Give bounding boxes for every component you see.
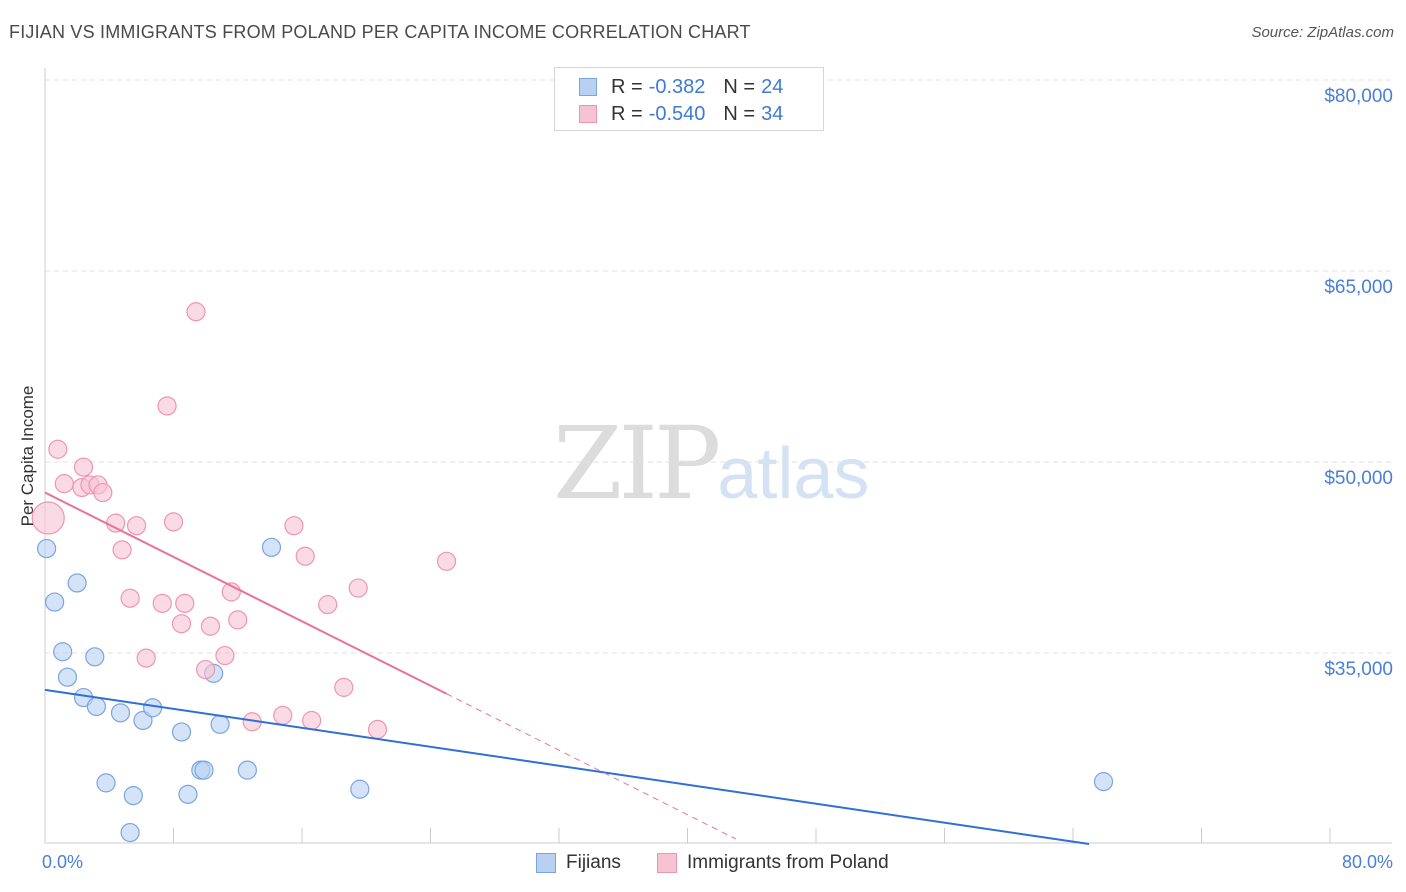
poland-point — [31, 501, 65, 535]
n-value: 24 — [761, 75, 784, 98]
poland-point — [334, 677, 354, 697]
fijians-swatch — [579, 78, 597, 96]
y-axis-label: Per Capita Income — [18, 385, 37, 527]
fijian-point — [67, 573, 87, 593]
fijian-point — [210, 714, 230, 734]
poland-point — [302, 710, 322, 731]
poland-point — [186, 302, 206, 322]
fijian-point — [37, 538, 57, 559]
x-tick-label: 0.0% — [42, 852, 84, 872]
fijian-point — [110, 703, 131, 723]
series-legend: Fijians Immigrants from Poland — [0, 852, 1406, 878]
poland-point — [318, 595, 338, 615]
y-tick-label: $80,000 — [1324, 86, 1393, 107]
n-value: 34 — [761, 102, 784, 125]
fijian-point — [120, 822, 140, 843]
poland-point — [175, 593, 195, 613]
fijian-point — [45, 592, 65, 612]
poland-point — [93, 482, 113, 503]
poland-point — [273, 705, 293, 725]
poland-point — [157, 396, 177, 416]
fijian-point — [350, 779, 370, 799]
poland-point — [152, 593, 172, 613]
y-tick-label: $65,000 — [1324, 277, 1393, 298]
legend-row-fijians: R = -0.382 N = 24 — [579, 75, 783, 99]
x-tick-label: 80.0% — [1341, 852, 1393, 872]
fijian-point — [178, 784, 198, 804]
legend-label: Fijians — [566, 852, 621, 873]
fijian-point — [133, 710, 153, 731]
poland-swatch — [579, 105, 597, 123]
poland-point — [215, 645, 235, 666]
poland-point — [120, 588, 140, 608]
source-label: Source: ZipAtlas.com — [1251, 24, 1394, 41]
poland-point — [163, 512, 184, 532]
poland-point — [436, 551, 457, 571]
fijian-point — [1093, 772, 1114, 792]
fijian-point — [85, 647, 105, 667]
fijian-point — [96, 773, 116, 793]
poland-point — [200, 616, 221, 636]
r-label: R = — [611, 102, 643, 125]
fijian-point — [123, 786, 143, 806]
n-label: N = — [723, 75, 756, 98]
poland-point — [196, 659, 216, 680]
poland-point — [295, 546, 315, 566]
poland-point — [348, 578, 368, 598]
correlation-legend: R = -0.382 N = 24 R = -0.540 N = 34 — [554, 67, 824, 131]
poland-swatch — [657, 853, 677, 873]
r-label: R = — [611, 75, 643, 98]
fijians-swatch — [536, 853, 556, 873]
r-value: -0.540 — [648, 102, 706, 125]
fijian-point — [194, 760, 214, 780]
poland-point — [54, 474, 74, 494]
y-tick-label: $50,000 — [1324, 468, 1393, 489]
poland-point — [48, 439, 68, 459]
legend-label: Immigrants from Poland — [687, 852, 889, 873]
poland-point — [126, 516, 147, 536]
fijian-point — [57, 667, 78, 687]
r-value: -0.382 — [648, 75, 706, 98]
fijian-point — [237, 760, 257, 780]
poland-trend-line — [44, 491, 448, 695]
poland-point — [136, 648, 156, 668]
fijian-point — [171, 722, 192, 742]
fijian-point — [261, 537, 282, 557]
y-tick-label: $35,000 — [1324, 659, 1393, 680]
legend-item-poland[interactable]: Immigrants from Poland — [657, 852, 889, 874]
poland-point — [284, 516, 304, 536]
trend-extension — [446, 693, 736, 840]
poland-point — [171, 614, 192, 634]
fijian-point — [53, 642, 73, 662]
poland-point — [73, 457, 94, 477]
poland-point — [367, 719, 388, 740]
legend-row-poland: R = -0.540 N = 34 — [579, 102, 783, 126]
poland-point — [112, 540, 132, 560]
poland-point — [106, 513, 126, 533]
poland-point — [228, 610, 248, 630]
fijian-trend-line — [44, 688, 1090, 845]
legend-item-fijians[interactable]: Fijians — [536, 852, 621, 874]
fijian-point — [86, 696, 107, 717]
n-label: N = — [723, 102, 756, 125]
chart-title: FIJIAN VS IMMIGRANTS FROM POLAND PER CAP… — [9, 22, 751, 42]
fijian-point — [143, 698, 163, 718]
